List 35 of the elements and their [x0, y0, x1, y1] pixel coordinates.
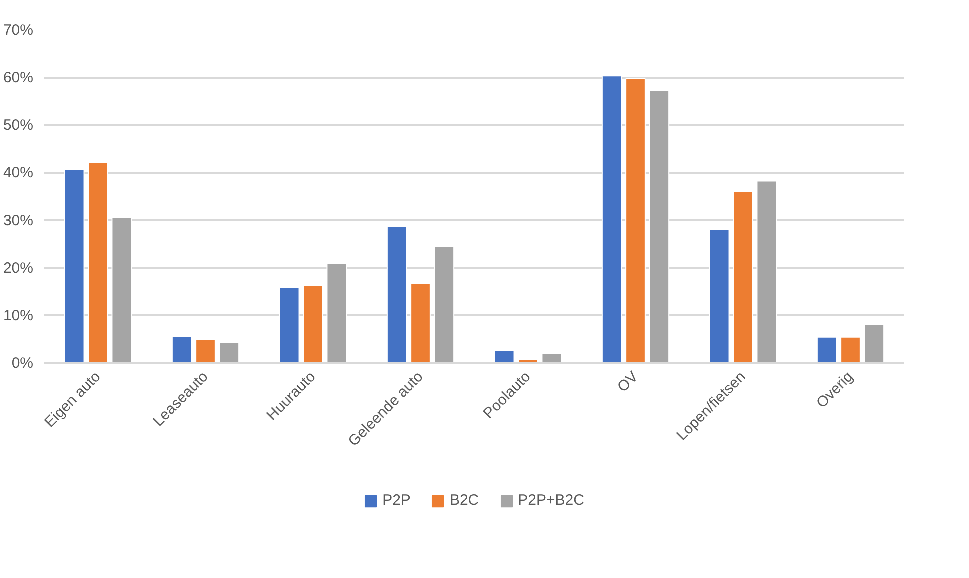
y-tick-label: 0% [12, 355, 34, 372]
bar [219, 342, 240, 364]
bar [326, 263, 348, 364]
legend-label: B2C [450, 492, 480, 509]
bar [733, 191, 754, 364]
bar [303, 284, 324, 364]
bar [434, 246, 455, 364]
bar [840, 336, 861, 364]
bar [112, 216, 132, 364]
legend-label: P2P [382, 492, 411, 509]
y-tick-label: 50% [3, 117, 34, 134]
x-tick-label: OV [614, 368, 642, 396]
bar [542, 353, 562, 364]
bar [410, 284, 431, 364]
bar [626, 78, 646, 364]
bar [64, 169, 85, 364]
bar [649, 90, 670, 364]
y-tick-label: 70% [3, 22, 34, 39]
bar [864, 324, 885, 364]
y-tick-label: 20% [3, 260, 34, 277]
bar [172, 336, 192, 364]
bar [386, 226, 408, 364]
bar [494, 350, 515, 364]
legend-label: P2P+B2C [518, 492, 584, 509]
y-tick-label: 60% [3, 70, 34, 87]
y-tick-label: 10% [3, 307, 34, 324]
bar [816, 336, 838, 364]
bar [88, 162, 108, 364]
y-tick-label: 30% [3, 212, 34, 230]
y-tick-label: 40% [3, 164, 34, 182]
bar [279, 287, 300, 364]
bar [196, 339, 216, 364]
bar [602, 76, 622, 364]
bar [756, 180, 778, 364]
bar [709, 229, 730, 364]
